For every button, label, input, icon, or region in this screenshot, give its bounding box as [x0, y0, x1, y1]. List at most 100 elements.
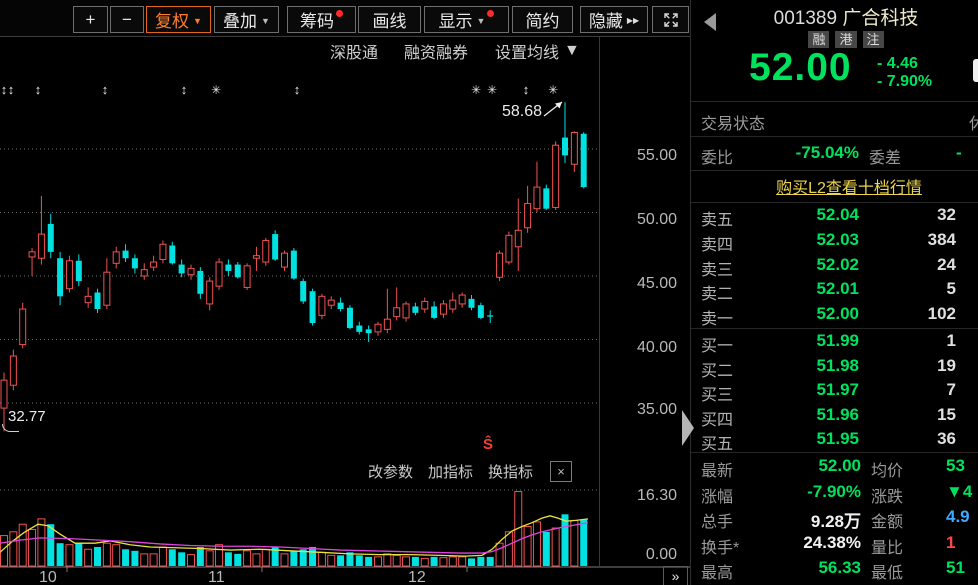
buy-row[interactable]: 买二 51.98 19: [691, 354, 978, 380]
ma-settings-link[interactable]: 设置均线 ▼: [495, 42, 580, 62]
simple-mode-button[interactable]: 简约: [512, 6, 573, 33]
trade-status-partial: 休: [969, 116, 978, 133]
order-price: 51.95: [816, 429, 859, 449]
stats-row: 总手 9.28万 金额 4.9: [701, 507, 970, 532]
hide-button[interactable]: 隐藏 ▶▶: [580, 6, 648, 33]
x-axis-tick: 11: [208, 569, 225, 585]
order-volume: 32: [937, 205, 956, 224]
order-volume: 102: [927, 304, 956, 324]
sell-row[interactable]: 卖三 52.02 24: [691, 253, 978, 279]
plus-icon: +: [85, 9, 96, 29]
indicator-toolbar: 改参数 加指标 换指标 ×: [368, 461, 573, 482]
stats-grid: 最新 52.00 均价 53 涨幅 -7.90% 涨跌 ▼4 总手 9.28万 …: [691, 454, 978, 582]
signal-marker: Ŝ: [483, 436, 494, 453]
add-indicator-link[interactable]: 加指标: [428, 464, 474, 481]
order-level-label: 买三: [701, 387, 734, 405]
svg-text:↕: ↕: [294, 82, 301, 97]
order-level-label: 卖五: [701, 212, 734, 229]
notification-dot: [336, 10, 343, 17]
order-level-label: 买四: [701, 411, 734, 429]
back-arrow-icon[interactable]: [704, 13, 716, 31]
volume-ma-line: [0, 522, 589, 554]
sell-row[interactable]: 卖一 52.00 102: [691, 302, 978, 329]
order-volume: 15: [937, 404, 956, 424]
badge-registered: 注: [862, 31, 884, 48]
weibi-value: -75.04%: [795, 143, 859, 162]
event-markers: ↕ ↕ ↕ ↕ ↕ ↕ ↕✳ ✳ ✳ ✳: [1, 82, 558, 97]
stat-value: 51: [946, 558, 965, 578]
svg-text:↕: ↕: [8, 82, 15, 97]
notification-dot: [487, 10, 495, 17]
buy-l2-link[interactable]: 购买L2查看十档行情: [776, 180, 922, 197]
sell-row[interactable]: 卖二 52.01 5: [691, 277, 978, 303]
fullscreen-button[interactable]: [652, 6, 689, 33]
order-price: 52.00: [816, 304, 859, 324]
order-volume: 19: [937, 355, 956, 375]
peak-price-annotation: 58.68: [501, 103, 542, 120]
expand-icon: [663, 12, 678, 27]
buy-row[interactable]: 买三 51.97 7: [691, 378, 978, 405]
order-level-label: 卖三: [701, 261, 734, 279]
minus-icon: −: [122, 9, 132, 29]
scroll-right-button[interactable]: »: [663, 566, 688, 585]
quote-panel: 001389 广合科技 融 港 注 52.00 - 4.46- 7.90% 交易…: [690, 0, 978, 585]
chevron-down-icon: ▼: [261, 15, 270, 26]
edit-params-link[interactable]: 改参数: [368, 464, 414, 481]
last-price: 52.00: [749, 46, 852, 89]
x-axis-tick: 12: [408, 569, 426, 585]
volume-axis-min: 0.00: [645, 546, 677, 563]
volume-axis-max: 16.30: [636, 487, 677, 504]
chips-button[interactable]: 筹码: [287, 6, 356, 33]
svg-text:✳: ✳: [548, 83, 558, 97]
overlay-button[interactable]: 叠加 ▼: [214, 6, 279, 33]
stat-value: 1: [946, 532, 956, 552]
panel-collapse-handle[interactable]: [682, 410, 694, 446]
stock-code: 001389: [773, 8, 838, 29]
buy-row[interactable]: 买五 51.95 36: [691, 427, 978, 454]
stock-name: 广合科技: [842, 8, 919, 29]
close-icon[interactable]: ×: [550, 461, 573, 482]
order-volume: 24: [937, 254, 956, 274]
order-volume: 5: [946, 279, 956, 299]
adjust-mode-button[interactable]: 复权 ▼: [146, 6, 211, 33]
order-level-label: 买一: [701, 338, 734, 355]
sell-row[interactable]: 卖四 52.03 384: [691, 228, 978, 254]
order-price: 51.96: [816, 404, 859, 424]
order-level-label: 买五: [701, 436, 734, 454]
order-volume: 7: [946, 380, 956, 400]
edge-handle[interactable]: [973, 59, 978, 82]
display-button[interactable]: 显示 ▼: [424, 6, 509, 33]
stat-value: 24.38%: [803, 532, 861, 552]
chevron-down-icon: ▼: [193, 15, 202, 26]
switch-indicator-link[interactable]: 换指标: [488, 464, 534, 481]
buy-row[interactable]: 买一 51.99 1: [691, 329, 978, 355]
volume-bars: [0, 491, 588, 567]
order-price: 51.98: [816, 355, 859, 375]
sell-row[interactable]: 卖五 52.04 32: [691, 203, 978, 229]
stat-value: 9.28万: [810, 512, 861, 532]
gridlines: [0, 148, 599, 491]
margin-trading-link[interactable]: 融资融券: [404, 45, 469, 62]
svg-text:↕: ↕: [35, 82, 42, 97]
zoom-out-button[interactable]: −: [110, 6, 144, 33]
stock-title: 001389 广合科技: [731, 3, 961, 30]
badge-margin: 融: [808, 31, 830, 48]
order-level-label: 卖一: [701, 311, 734, 329]
order-price: 52.01: [816, 279, 859, 299]
chart-subtoolbar: 深股通 融资融券 设置均线 ▼: [0, 37, 690, 62]
order-price: 52.03: [816, 229, 859, 249]
order-volume: 384: [927, 229, 956, 249]
order-price: 52.02: [816, 254, 859, 274]
zoom-in-button[interactable]: +: [73, 6, 108, 33]
sz-connect-link[interactable]: 深股通: [330, 45, 379, 62]
candlestick-chart[interactable]: ↕ ↕ ↕ ↕ ↕ ↕ ↕✳ ✳ ✳ ✳: [0, 0, 690, 585]
svg-text:↕: ↕: [1, 82, 8, 97]
price-change: - 4.46- 7.90%: [877, 55, 933, 90]
low-annotation-arc: [2, 424, 19, 432]
weibi-row: 委比 -75.04% 委差 -: [701, 143, 962, 167]
y-axis-tick: 40.00: [636, 339, 677, 356]
draw-line-button[interactable]: 画线: [358, 6, 421, 33]
buy-row[interactable]: 买四 51.96 15: [691, 403, 978, 429]
stats-row: 涨幅 -7.90% 涨跌 ▼4: [701, 481, 973, 506]
